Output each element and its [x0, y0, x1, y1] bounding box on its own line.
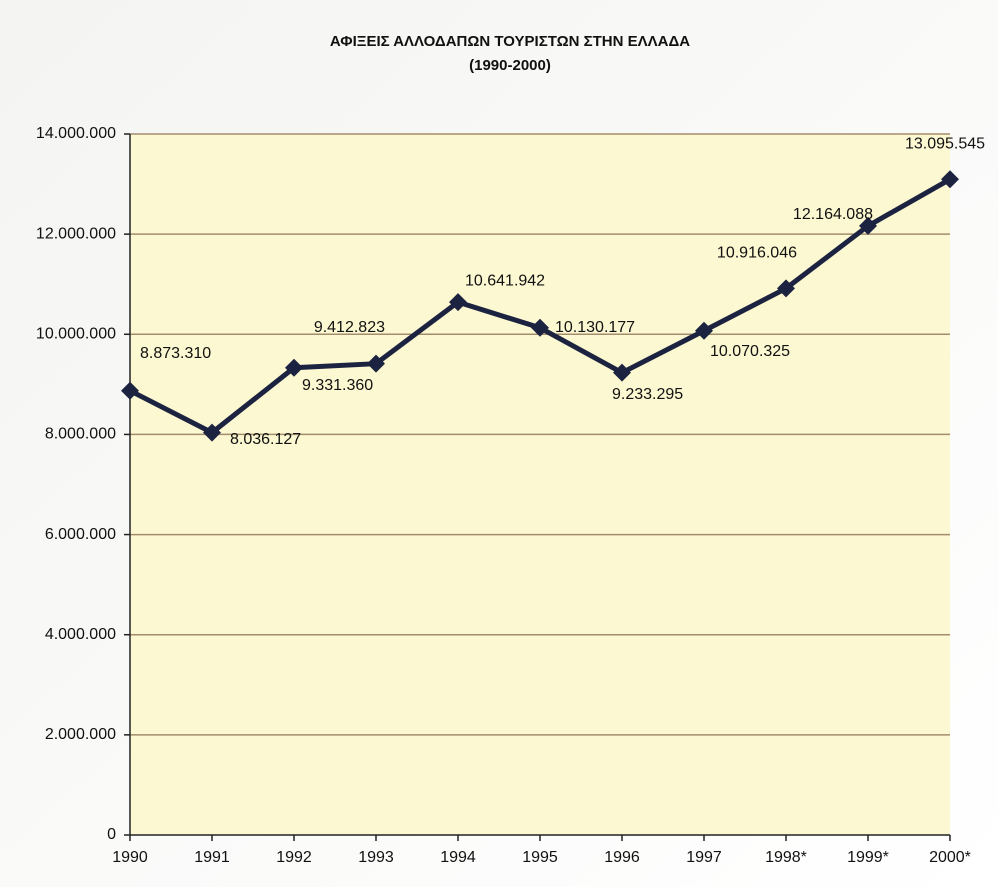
y-tick-label: 4.000.000 [45, 626, 116, 643]
x-tick-label: 2000* [929, 849, 971, 866]
point [203, 423, 221, 442]
point [777, 279, 795, 298]
x-tick-label: 1990 [112, 849, 148, 866]
data-label: 9.233.295 [612, 386, 683, 403]
data-label: 13.095.545 [905, 136, 985, 153]
x-tick-label: 1991 [194, 849, 230, 866]
y-tick-label: 2.000.000 [45, 726, 116, 743]
point [531, 318, 549, 337]
point [695, 321, 713, 340]
x-tick-label: 1997 [686, 849, 722, 866]
point [941, 170, 959, 189]
data-label: 9.331.360 [302, 377, 373, 394]
data-label: 10.130.177 [555, 319, 635, 336]
y-tick-label: 8.000.000 [45, 426, 116, 443]
data-label: 9.412.823 [314, 319, 385, 336]
y-tick-label: 6.000.000 [45, 526, 116, 543]
point [859, 216, 877, 235]
x-tick-label: 1995 [522, 849, 558, 866]
chart-title: ΑΦΙΞΕΙΣ ΑΛΛΟΔΑΠΩΝ ΤΟΥΡΙΣΤΩΝ ΣΤΗΝ ΕΛΛΑΔΑ [330, 33, 690, 50]
x-tick-label: 1998* [765, 849, 807, 866]
y-tick-label: 12.000.000 [36, 225, 116, 242]
marks: 8.873.310 8.036.127 9.331.360 9.412.823 10.6… [121, 136, 985, 448]
point [613, 363, 631, 382]
point [367, 354, 385, 373]
x-tick-label: 1992 [276, 849, 312, 866]
x-tick-label: 1993 [358, 849, 394, 866]
y-tick-label: 0 [107, 826, 116, 843]
plot-area [130, 134, 950, 835]
data-label: 12.164.088 [793, 206, 873, 223]
chart-subtitle: (1990-2000) [469, 57, 551, 74]
point [449, 293, 467, 312]
data-label: 10.070.325 [710, 343, 790, 360]
x-tick-label: 1999* [847, 849, 889, 866]
data-label: 10.916.046 [717, 245, 797, 262]
data-label: 8.036.127 [230, 431, 301, 448]
x-tick-label: 1996 [604, 849, 640, 866]
data-label: 8.873.310 [140, 345, 211, 362]
y-tick-label: 14.000.000 [36, 125, 116, 142]
y-tick-label: 10.000.000 [36, 326, 116, 343]
x-tick-label: 1994 [440, 849, 476, 866]
point [285, 358, 303, 377]
point [121, 381, 139, 400]
data-label: 10.641.942 [465, 272, 545, 289]
